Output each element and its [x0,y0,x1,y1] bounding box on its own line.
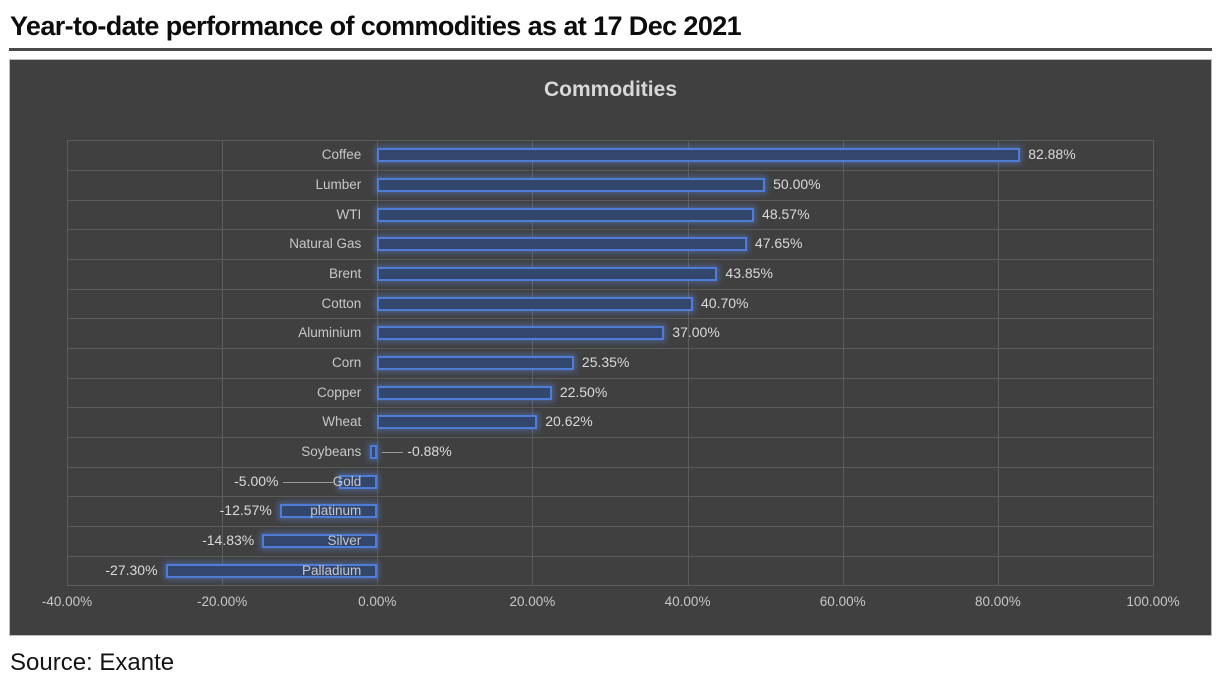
bar-coffee [377,148,1021,163]
bar-cotton [377,296,693,311]
x-tick-label: -20.00% [196,594,248,610]
category-label: Cotton [321,295,362,311]
x-tick-label: 40.00% [664,594,711,610]
bar-aluminium [377,326,665,341]
gridline-horizontal [67,526,1153,528]
category-label: platinum [310,503,362,519]
x-tick-label: 20.00% [509,594,556,610]
value-label: -27.30% [105,561,158,578]
value-label: -14.83% [202,532,255,549]
gridline-horizontal [67,437,1153,439]
bar-wti [377,207,755,222]
gridline-vertical [1153,140,1154,586]
leader-line [382,451,404,453]
title-divider [9,48,1212,52]
category-label: Brent [329,266,362,282]
value-label: -5.00% [234,472,279,489]
value-label: 48.57% [762,205,810,222]
value-label: 25.35% [581,354,630,371]
category-label: Soybeans [301,444,362,460]
value-label: -0.88% [407,443,452,460]
value-label: 37.00% [672,324,720,341]
value-label: 50.00% [773,176,821,193]
gridline-horizontal [67,585,1153,587]
category-label: Copper [317,384,362,400]
chart-title: Commodities [543,78,677,102]
gridline-vertical [222,140,224,586]
gridline-vertical [842,140,844,586]
commodities-chart: Commodities -40.00% -20.00% 0.00% 20.00% 40.… [9,59,1212,637]
gridline-horizontal [67,170,1153,172]
bar-gold [338,474,378,489]
category-label: Lumber [315,177,362,193]
leader-line [282,481,333,483]
gridline-horizontal [67,229,1153,231]
source-text: Source: Exante [10,649,175,677]
bar-copper [377,385,552,400]
value-label: 40.70% [701,294,749,311]
gridline-horizontal [67,140,1153,142]
gridline-horizontal [67,288,1153,290]
gridline-horizontal [67,318,1153,320]
bar-brent [377,266,718,281]
value-label: 82.88% [1028,146,1076,163]
category-label: Gold [332,473,362,489]
bar-corn [377,355,574,370]
bar-palladium [165,563,378,578]
gridline-horizontal [67,199,1153,201]
gridline-vertical [997,140,999,586]
x-tick-label: -40.00% [41,594,93,610]
value-label: 47.65% [754,235,803,252]
gridline-vertical [67,140,68,586]
gridline-horizontal [67,466,1153,468]
category-label: Coffee [321,147,362,163]
gridline-horizontal [67,259,1153,261]
value-label: 20.62% [545,413,593,430]
bar-lumber [377,177,766,192]
bar-natural-gas [377,237,747,252]
bar-platinum [279,504,378,519]
category-label: Palladium [302,562,362,578]
bar-silver [262,533,378,548]
gridline-horizontal [67,496,1153,498]
value-label: 43.85% [725,265,773,282]
category-label: Corn [332,355,362,371]
category-label: Aluminium [298,325,362,341]
bar-soybeans [370,444,378,459]
x-tick-label: 0.00% [358,594,397,610]
bar-wheat [377,415,538,430]
gridline-horizontal [67,348,1153,350]
gridline-horizontal [67,555,1153,557]
x-tick-label: 60.00% [819,594,866,610]
category-label: Natural Gas [289,236,362,252]
gridline-vertical [687,140,689,586]
gridline-horizontal [67,377,1153,379]
value-label: -12.57% [219,502,272,519]
category-label: Silver [327,533,362,549]
category-label: Wheat [322,414,362,430]
page-title: Year-to-date performance of commodities … [10,11,742,41]
x-tick-label: 80.00% [974,594,1021,610]
value-label: 22.50% [559,383,608,400]
x-tick-label: 100.00% [1126,594,1180,610]
category-label: WTI [336,206,362,222]
gridline-horizontal [67,407,1153,409]
